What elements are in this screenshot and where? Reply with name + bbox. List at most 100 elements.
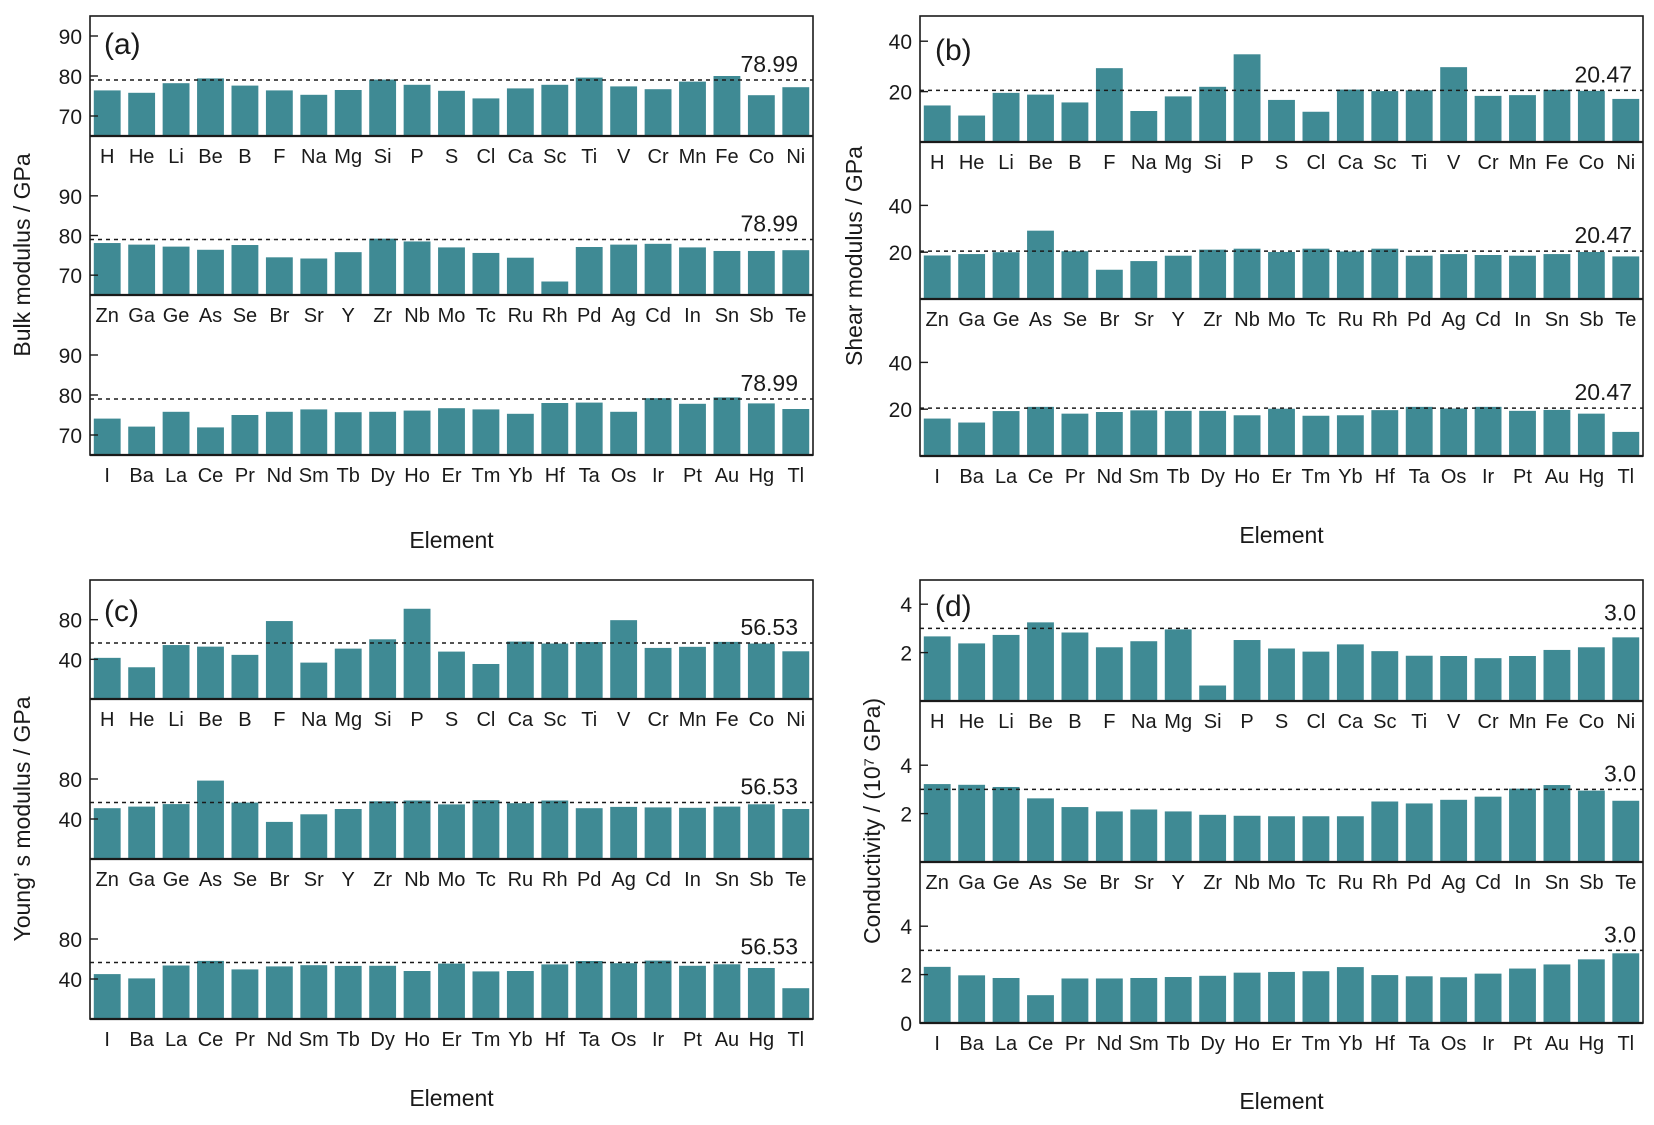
bar-Sn bbox=[1543, 254, 1571, 299]
bar-Mn bbox=[1509, 95, 1536, 142]
bar-Br bbox=[1095, 269, 1123, 299]
bar-Fe bbox=[713, 76, 741, 136]
bar-Te bbox=[782, 809, 810, 859]
bar-Ti bbox=[575, 642, 603, 699]
tick-label-Ta: Ta bbox=[1409, 466, 1431, 488]
tick-label-Dy: Dy bbox=[1200, 1033, 1224, 1055]
tick-label-Y: Y bbox=[342, 869, 355, 891]
bar-Si bbox=[369, 639, 397, 699]
y-tick-label: 2 bbox=[900, 965, 912, 988]
bar-Ta bbox=[575, 961, 603, 1019]
tick-label-Ni: Ni bbox=[1616, 152, 1635, 174]
bar-In bbox=[679, 807, 706, 859]
bar-Co bbox=[1577, 647, 1605, 701]
tick-label-V: V bbox=[617, 146, 631, 168]
tick-label-Tl: Tl bbox=[787, 465, 804, 487]
bar-Ce bbox=[1027, 995, 1054, 1023]
bar-Au bbox=[713, 397, 741, 455]
bar-Be bbox=[1027, 622, 1054, 701]
bar-Hf bbox=[541, 964, 569, 1019]
bar-Sc bbox=[1371, 91, 1399, 142]
tick-label-Be: Be bbox=[198, 146, 222, 168]
tick-label-Ti: Ti bbox=[581, 146, 597, 168]
tick-label-F: F bbox=[273, 709, 285, 731]
bar-Ti bbox=[1405, 655, 1433, 701]
tick-label-Be: Be bbox=[1028, 711, 1052, 733]
bar-Li bbox=[992, 92, 1020, 142]
tick-label-Yb: Yb bbox=[508, 1029, 532, 1051]
tick-label-Yb: Yb bbox=[508, 465, 532, 487]
bar-Ce bbox=[1027, 406, 1054, 456]
tick-label-Rh: Rh bbox=[1372, 872, 1398, 894]
tick-label-Na: Na bbox=[1131, 711, 1157, 733]
tick-label-Sb: Sb bbox=[1579, 872, 1603, 894]
y-tick-label: 40 bbox=[889, 352, 912, 375]
y-tick-label: 20 bbox=[889, 399, 912, 422]
tick-label-Er: Er bbox=[442, 1029, 462, 1051]
bar-Ge bbox=[162, 804, 190, 859]
panel-label: (b) bbox=[935, 34, 972, 67]
bar-Tc bbox=[472, 800, 500, 859]
bar-Cl bbox=[472, 663, 500, 699]
tick-label-La: La bbox=[165, 465, 188, 487]
tick-label-Ni: Ni bbox=[1616, 711, 1635, 733]
tick-label-Sr: Sr bbox=[304, 869, 324, 891]
bar-B bbox=[231, 85, 259, 136]
tick-label-Tc: Tc bbox=[476, 869, 496, 891]
bar-Er bbox=[438, 963, 465, 1019]
tick-label-Ir: Ir bbox=[1482, 466, 1495, 488]
panel-c: H He Li Be B F Na Mg Si P S Cl Ca Sc Ti V Cr Mn Fe Co Ni 40 80… bbox=[9, 579, 814, 1111]
panel-label: (c) bbox=[104, 595, 139, 628]
bar-Nd bbox=[1095, 978, 1123, 1023]
tick-label-Hg: Hg bbox=[1579, 466, 1605, 488]
tick-label-Tb: Tb bbox=[1167, 1033, 1190, 1055]
tick-label-Ru: Ru bbox=[508, 869, 534, 891]
bar-Cr bbox=[644, 89, 672, 136]
tick-label-Pd: Pd bbox=[577, 305, 601, 327]
bar-He bbox=[128, 667, 156, 699]
tick-label-Ga: Ga bbox=[958, 309, 986, 331]
bar-Ga bbox=[128, 806, 156, 859]
tick-label-Ti: Ti bbox=[581, 709, 597, 731]
y-tick-label: 80 bbox=[59, 769, 82, 792]
tick-label-Ho: Ho bbox=[1234, 1033, 1260, 1055]
bar-Ni bbox=[782, 651, 810, 699]
bar-Sr bbox=[300, 814, 328, 859]
bar-Ge bbox=[162, 246, 190, 295]
y-axis-title: Young’ s modulus / GPa bbox=[9, 696, 35, 941]
bar-Tc bbox=[472, 252, 500, 295]
bar-S bbox=[1268, 99, 1295, 142]
tick-label-Er: Er bbox=[442, 465, 462, 487]
tick-label-Ir: Ir bbox=[1482, 1033, 1495, 1055]
tick-label-Tl: Tl bbox=[787, 1029, 804, 1051]
bar-Tc bbox=[1302, 816, 1330, 862]
bar-Cd bbox=[1474, 796, 1502, 862]
bar-H bbox=[923, 105, 951, 142]
tick-label-Rh: Rh bbox=[542, 305, 568, 327]
bar-F bbox=[265, 90, 293, 136]
tick-label-Mg: Mg bbox=[334, 146, 362, 168]
row-3: I Ba La Ce Pr Nd Sm Tb Dy Ho Er Tm Yb Hf Ta Os Ir Pt Au Hg T… bbox=[59, 929, 813, 1051]
bar-Se bbox=[231, 245, 259, 295]
tick-label-Zn: Zn bbox=[926, 872, 949, 894]
tick-label-B: B bbox=[1068, 711, 1081, 733]
bar-Ru bbox=[1336, 816, 1364, 862]
row-2: Zn Ga Ge As Se Br Sr Y Zr Nb Mo Tc Ru Rh Pd Ag Cd In Sn Sb T… bbox=[900, 755, 1643, 894]
bar-Be bbox=[197, 78, 224, 136]
tick-label-Ti: Ti bbox=[1411, 711, 1427, 733]
tick-label-Ga: Ga bbox=[128, 869, 156, 891]
bar-As bbox=[197, 780, 224, 859]
y-tick-label: 2 bbox=[900, 643, 912, 666]
tick-label-Co: Co bbox=[749, 709, 775, 731]
tick-label-He: He bbox=[129, 146, 155, 168]
bar-Sm bbox=[300, 965, 328, 1019]
tick-label-Tl: Tl bbox=[1617, 1033, 1634, 1055]
bar-Cd bbox=[644, 243, 672, 295]
tick-label-Zr: Zr bbox=[1203, 872, 1222, 894]
y-tick-label: 4 bbox=[900, 916, 912, 939]
row-1: H He Li Be B F Na Mg Si P S Cl Ca Sc Ti V Cr Mn Fe Co Ni 2 4 3.… bbox=[900, 594, 1643, 733]
tick-label-Os: Os bbox=[1441, 466, 1467, 488]
bar-Ta bbox=[575, 402, 603, 455]
y-tick-label: 90 bbox=[59, 186, 82, 209]
tick-label-Nb: Nb bbox=[1234, 872, 1260, 894]
